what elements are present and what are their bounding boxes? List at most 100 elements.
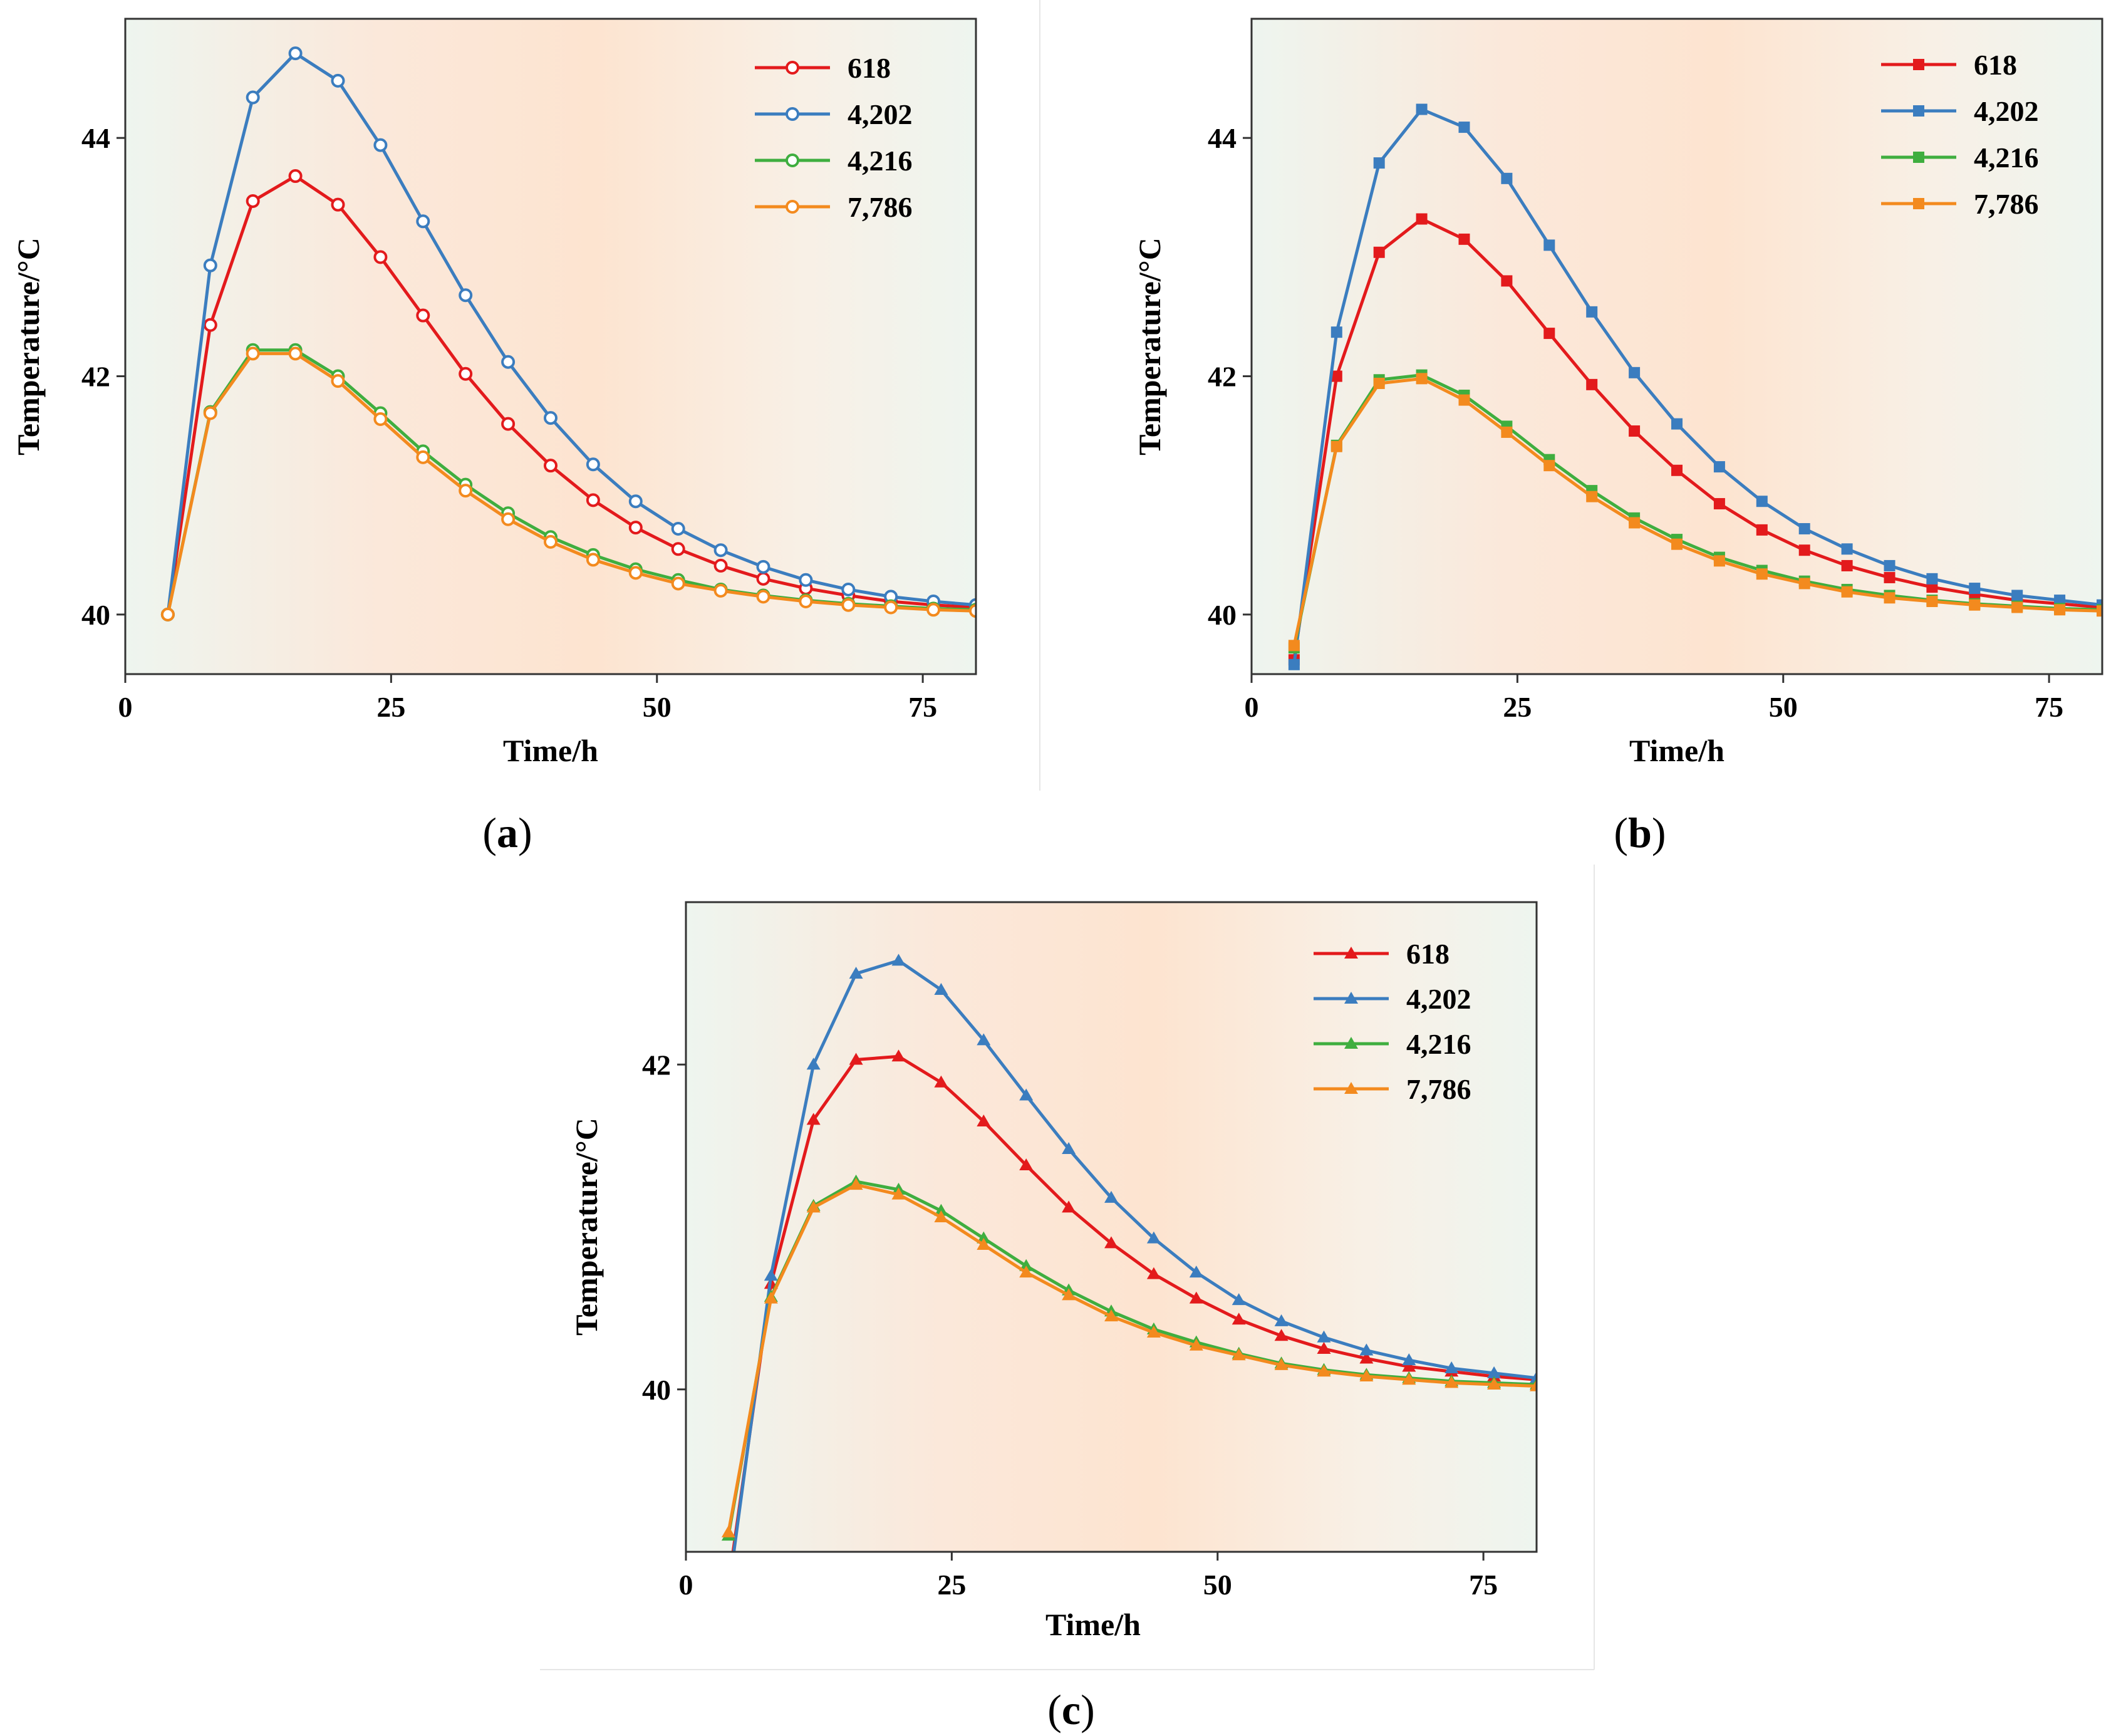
x-tick-label: 75: [908, 691, 937, 723]
plot-background: [686, 902, 1537, 1552]
data-point: [416, 214, 430, 229]
series-group: [160, 46, 976, 621]
data-point: [1373, 377, 1385, 389]
data-point: [1629, 366, 1641, 378]
data-point: [416, 450, 430, 464]
data-point: [246, 90, 260, 105]
data-point: [671, 521, 685, 536]
data-point: [806, 1200, 821, 1213]
data-point: [891, 1187, 906, 1200]
data-point: [1530, 1379, 1537, 1391]
data-point: [926, 603, 941, 617]
data-point: [849, 1178, 863, 1190]
data-point: [713, 558, 728, 573]
chart-panel-b: 0 25 50 75 40 42 44 618 4,202 4,216 7,786 Time/h…: [1132, 18, 2103, 856]
data-point: [628, 521, 643, 535]
data-point: [1841, 543, 1853, 555]
plot-frame: [685, 901, 1538, 1553]
legend-marker: [1344, 1037, 1358, 1049]
data-point: [1416, 373, 1428, 385]
data-point: [501, 417, 516, 431]
data-point: [1458, 233, 1470, 245]
data-point: [1359, 1343, 1374, 1356]
legend-marker: [786, 200, 799, 214]
data-point: [841, 582, 856, 596]
data-point: [799, 594, 813, 608]
data-point: [713, 543, 728, 558]
x-tick-label: 50: [1203, 1569, 1232, 1601]
data-point: [1232, 1348, 1246, 1361]
data-point: [1458, 122, 1470, 133]
data-point: [1798, 578, 1810, 590]
plot-frame: [1250, 18, 2103, 675]
data-point: [1402, 1359, 1416, 1372]
data-point: [544, 411, 558, 425]
legend-label: 618: [848, 52, 891, 84]
data-point: [1104, 1309, 1118, 1322]
data-point: [586, 457, 600, 472]
panel-letter: a: [497, 809, 518, 856]
x-tick-label: 25: [937, 1569, 966, 1601]
data-point: [977, 1238, 991, 1250]
y-axis-label: Temperature/°C: [569, 1118, 604, 1336]
data-point: [671, 576, 685, 591]
x-tick-label: 0: [118, 691, 133, 723]
data-point: [671, 542, 685, 556]
legend-marker: [786, 61, 799, 75]
x-tick-label: 50: [1769, 691, 1798, 723]
data-point: [977, 1114, 991, 1126]
data-point: [203, 318, 217, 332]
legend-label: 7,786: [1974, 188, 2039, 220]
data-point: [501, 512, 516, 526]
data-point: [288, 46, 303, 61]
x-tick-label: 25: [376, 691, 405, 723]
data-point: [1969, 599, 1981, 611]
data-point: [722, 1577, 735, 1589]
series-line-4202: [1292, 108, 2102, 665]
x-tick-label: 50: [643, 691, 672, 723]
y-axis: 40 42 44: [1208, 122, 1252, 631]
data-point: [1530, 1371, 1537, 1383]
data-point: [1019, 1088, 1034, 1101]
data-point: [373, 250, 388, 264]
data-point: [756, 590, 770, 604]
data-point: [1402, 1373, 1416, 1385]
data-point: [806, 1113, 821, 1125]
legend-label: 4,202: [848, 98, 913, 130]
data-point: [1146, 1326, 1161, 1338]
plot-frame: [124, 18, 977, 675]
data-point: [799, 573, 813, 587]
data-point: [1274, 1329, 1289, 1341]
data-point: [1501, 426, 1513, 438]
legend-marker: [1344, 1082, 1358, 1094]
data-point: [1671, 464, 1683, 476]
y-axis-label: Temperature/°C: [11, 237, 46, 455]
data-point: [1926, 573, 1938, 585]
data-point: [1458, 394, 1470, 406]
data-point: [1586, 306, 1598, 318]
data-point: [331, 73, 345, 88]
y-tick-label: 40: [642, 1374, 671, 1406]
x-tick-label: 0: [679, 1569, 693, 1601]
legend-label: 618: [1974, 49, 2017, 81]
data-point: [1416, 103, 1428, 115]
data-point: [756, 571, 770, 586]
data-point: [756, 559, 770, 574]
x-axis-label: Time/h: [503, 733, 598, 768]
data-point: [586, 553, 600, 567]
data-point: [1501, 172, 1513, 184]
legend-label: 4,202: [1974, 95, 2039, 127]
data-point: [1756, 524, 1768, 536]
data-point: [203, 258, 217, 273]
data-point: [934, 1203, 948, 1216]
data-point: [331, 197, 345, 212]
data-point: [1926, 595, 1938, 607]
data-point: [1189, 1291, 1203, 1304]
data-point: [1232, 1293, 1246, 1306]
x-tick-label: 0: [1245, 691, 1259, 723]
data-point: [1444, 1376, 1459, 1388]
data-point: [849, 967, 863, 979]
x-axis: 0 25 50 75: [118, 674, 937, 723]
legend-marker: [1913, 152, 1924, 163]
data-point: [1756, 568, 1768, 580]
